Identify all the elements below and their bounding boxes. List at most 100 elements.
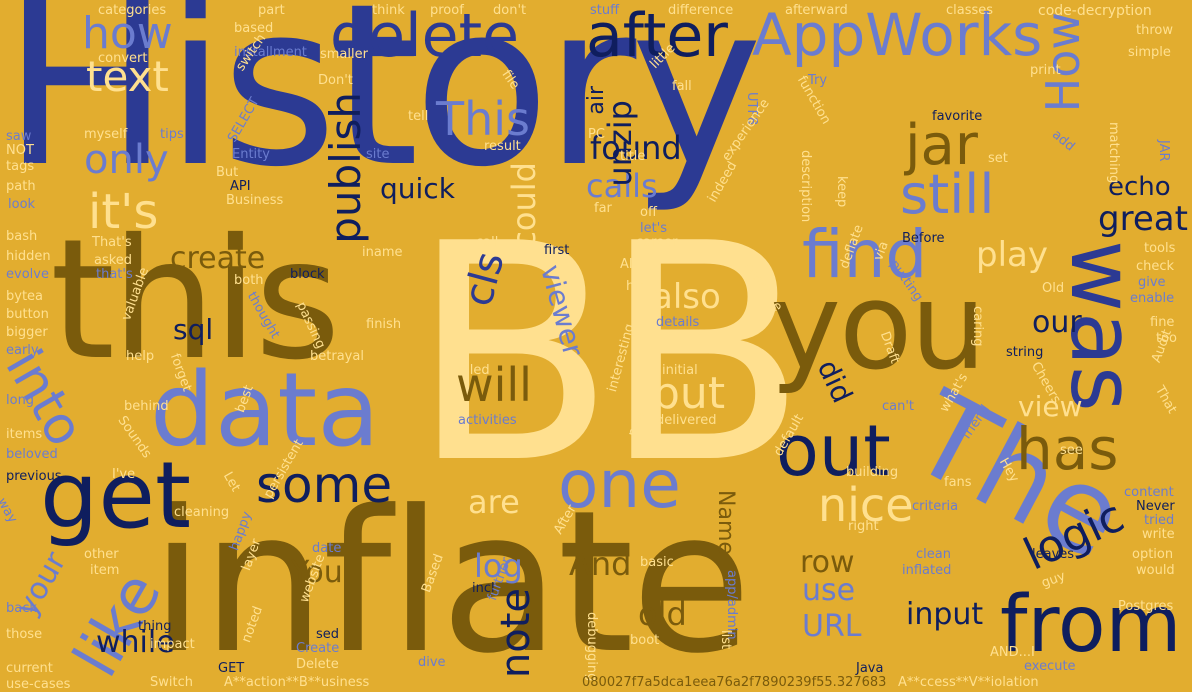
word-cleaning: cleaning [174, 505, 230, 520]
word-check: check [1136, 259, 1175, 274]
word-throw: throw [1136, 23, 1173, 38]
word-sql: sql [173, 313, 214, 346]
word-incl: incl [472, 581, 495, 596]
word-item: item [90, 563, 120, 578]
word-could: could [505, 162, 543, 249]
word-how: how [82, 8, 173, 59]
word-list: list [718, 630, 733, 650]
word-basic: basic [640, 555, 674, 570]
word-help: help [126, 349, 155, 364]
word-great: great [1098, 199, 1188, 239]
word-delete-title: Delete [296, 657, 339, 672]
word-enable: enable [1130, 291, 1175, 306]
word-off: off [640, 205, 657, 220]
word-result: result [484, 139, 521, 154]
word-content: content [1124, 485, 1174, 500]
word-but: but [652, 368, 726, 419]
word-delivered: delivered [656, 413, 717, 428]
word-categories: categories [98, 3, 167, 18]
word-are: are [468, 483, 520, 521]
word-bytea: bytea [6, 289, 44, 304]
word-use: use [802, 573, 856, 608]
word-saw: saw [6, 129, 32, 144]
word-impact: impact [150, 637, 195, 652]
word-use-cases: use-cases [6, 677, 71, 692]
word-tips: tips [160, 127, 184, 142]
word-back: back [6, 601, 37, 616]
word-its: it's [88, 184, 159, 240]
word-appworks: AppWorks [752, 1, 1043, 69]
word-some: some [256, 456, 393, 514]
word-smaller: smaller [320, 47, 368, 62]
word-found: found [590, 129, 682, 167]
word-jar-caps: JAR [1156, 140, 1171, 162]
word-fine: fine [1150, 315, 1175, 330]
word-add: add [1049, 127, 1078, 155]
word-building: building [846, 465, 899, 480]
word-hash: 080027f7a5dca1eea76a2f7890239f55.327683 [582, 675, 887, 690]
word-difference: difference [668, 3, 734, 18]
word-execute: execute [1024, 659, 1076, 674]
word-get: get [40, 442, 192, 549]
word-url: URL [802, 609, 862, 644]
word-give: give [1138, 275, 1166, 290]
word-thing: thing [138, 619, 172, 634]
word-you: you [770, 258, 986, 397]
word-installment: installment [234, 45, 307, 60]
word-after: after [586, 1, 728, 71]
word-proof: proof [430, 3, 464, 18]
word-quick: quick [380, 172, 455, 205]
word-get-caps: GET [218, 661, 245, 676]
word-criteria: criteria [912, 499, 959, 514]
word-right: right [848, 519, 879, 534]
word-delete: delete [330, 1, 520, 71]
word-before: Before [902, 231, 945, 246]
word-afterward: afterward [785, 3, 848, 18]
word-pc: PC [588, 127, 605, 142]
word-one: one [558, 446, 681, 523]
word-row: row [800, 545, 855, 580]
word-api: API [230, 179, 251, 194]
word-beloved: beloved [6, 447, 58, 462]
word-history: History [2, 0, 763, 216]
word-also: also [652, 277, 721, 317]
word-has: has [1016, 415, 1119, 483]
word-bigger: bigger [6, 325, 48, 340]
word-echo: echo [1108, 172, 1171, 202]
word-tried: tried [1144, 513, 1175, 528]
word-think: think [372, 3, 405, 18]
word-this: this [50, 204, 341, 397]
word-would: would [1136, 563, 1175, 578]
word-action-business: A**action**B**usiness [224, 675, 370, 690]
word-finish: finish [366, 317, 402, 332]
word-cant: can't [882, 399, 915, 414]
word-site: site [366, 147, 390, 162]
word-block: block [290, 267, 325, 282]
word-date: date [312, 541, 342, 556]
word-thats: that's [96, 267, 133, 282]
word-bb: BB [410, 180, 808, 529]
word-find: find [802, 216, 928, 293]
word-description: description [798, 150, 813, 223]
word-write: write [1142, 527, 1175, 542]
word-create-title: Create [296, 641, 340, 656]
word-only: only [84, 137, 169, 183]
word-those: those [6, 627, 43, 642]
word-hidden: hidden [6, 249, 51, 264]
word-career: career [636, 235, 678, 250]
word-tell: tell [408, 109, 429, 124]
word-view: view [1018, 390, 1083, 423]
word-dont-title: Don't [318, 73, 353, 88]
word-convert: convert [98, 51, 148, 66]
word-stuff: stuff [590, 3, 620, 18]
word-jar: jar [905, 113, 978, 178]
word-myself: myself [84, 127, 128, 142]
word-dive: dive [418, 655, 446, 670]
word-ive: I've [112, 467, 136, 482]
word-previous: previous [6, 469, 62, 484]
word-calls: calls [586, 167, 658, 205]
word-input: input [906, 597, 984, 632]
word-from: from [1000, 580, 1182, 670]
word-leaves: leaves [1032, 547, 1075, 562]
word-asked: asked [94, 253, 133, 268]
